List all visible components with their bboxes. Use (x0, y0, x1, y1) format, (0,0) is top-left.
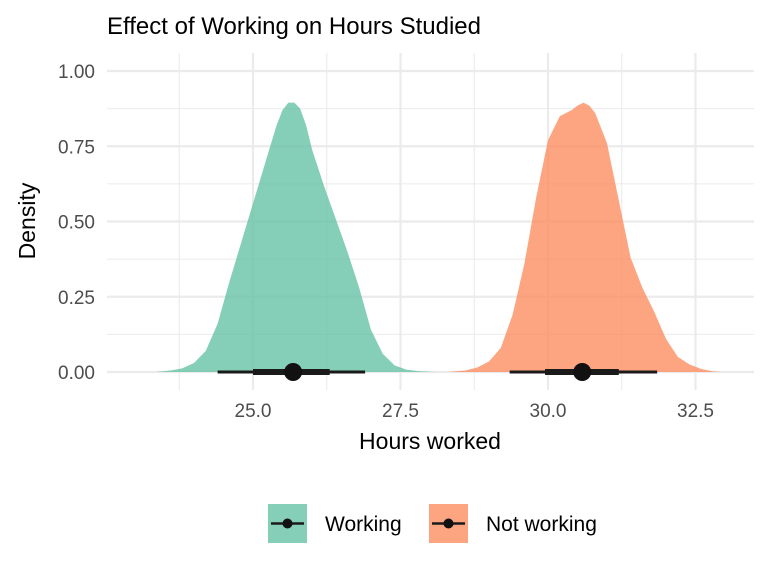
chart-title: Effect of Working on Hours Studied (107, 13, 481, 40)
point-estimate-not-working (573, 363, 592, 381)
point-estimate-working (284, 363, 303, 381)
y-tick-label: 0.50 (58, 213, 95, 234)
y-tick-label: 0.00 (58, 363, 95, 384)
y-axis-title: Density (14, 182, 40, 259)
legend-label-working: Working (325, 513, 402, 536)
x-tick-label: 27.5 (382, 401, 419, 422)
x-tick-label: 25.0 (235, 401, 272, 422)
interval-marks (217, 363, 658, 381)
x-axis-ticks: 25.0 27.5 30.0 32.5 (235, 401, 714, 422)
density-area-not-working (447, 102, 723, 372)
y-axis-ticks: 0.00 0.25 0.50 0.75 1.00 (58, 62, 95, 384)
x-tick-label: 32.5 (677, 401, 714, 422)
density-areas (155, 102, 723, 372)
y-tick-label: 1.00 (58, 62, 95, 83)
y-tick-label: 0.25 (58, 288, 95, 309)
y-tick-label: 0.75 (58, 137, 95, 158)
x-tick-label: 30.0 (530, 401, 567, 422)
legend-key-point-working (282, 518, 293, 529)
x-axis-title: Hours worked (359, 428, 501, 454)
legend-label-not-working: Not working (486, 513, 597, 536)
legend: Working Not working (268, 504, 597, 543)
legend-key-point-not-working (443, 518, 454, 529)
density-area-working (155, 102, 436, 372)
